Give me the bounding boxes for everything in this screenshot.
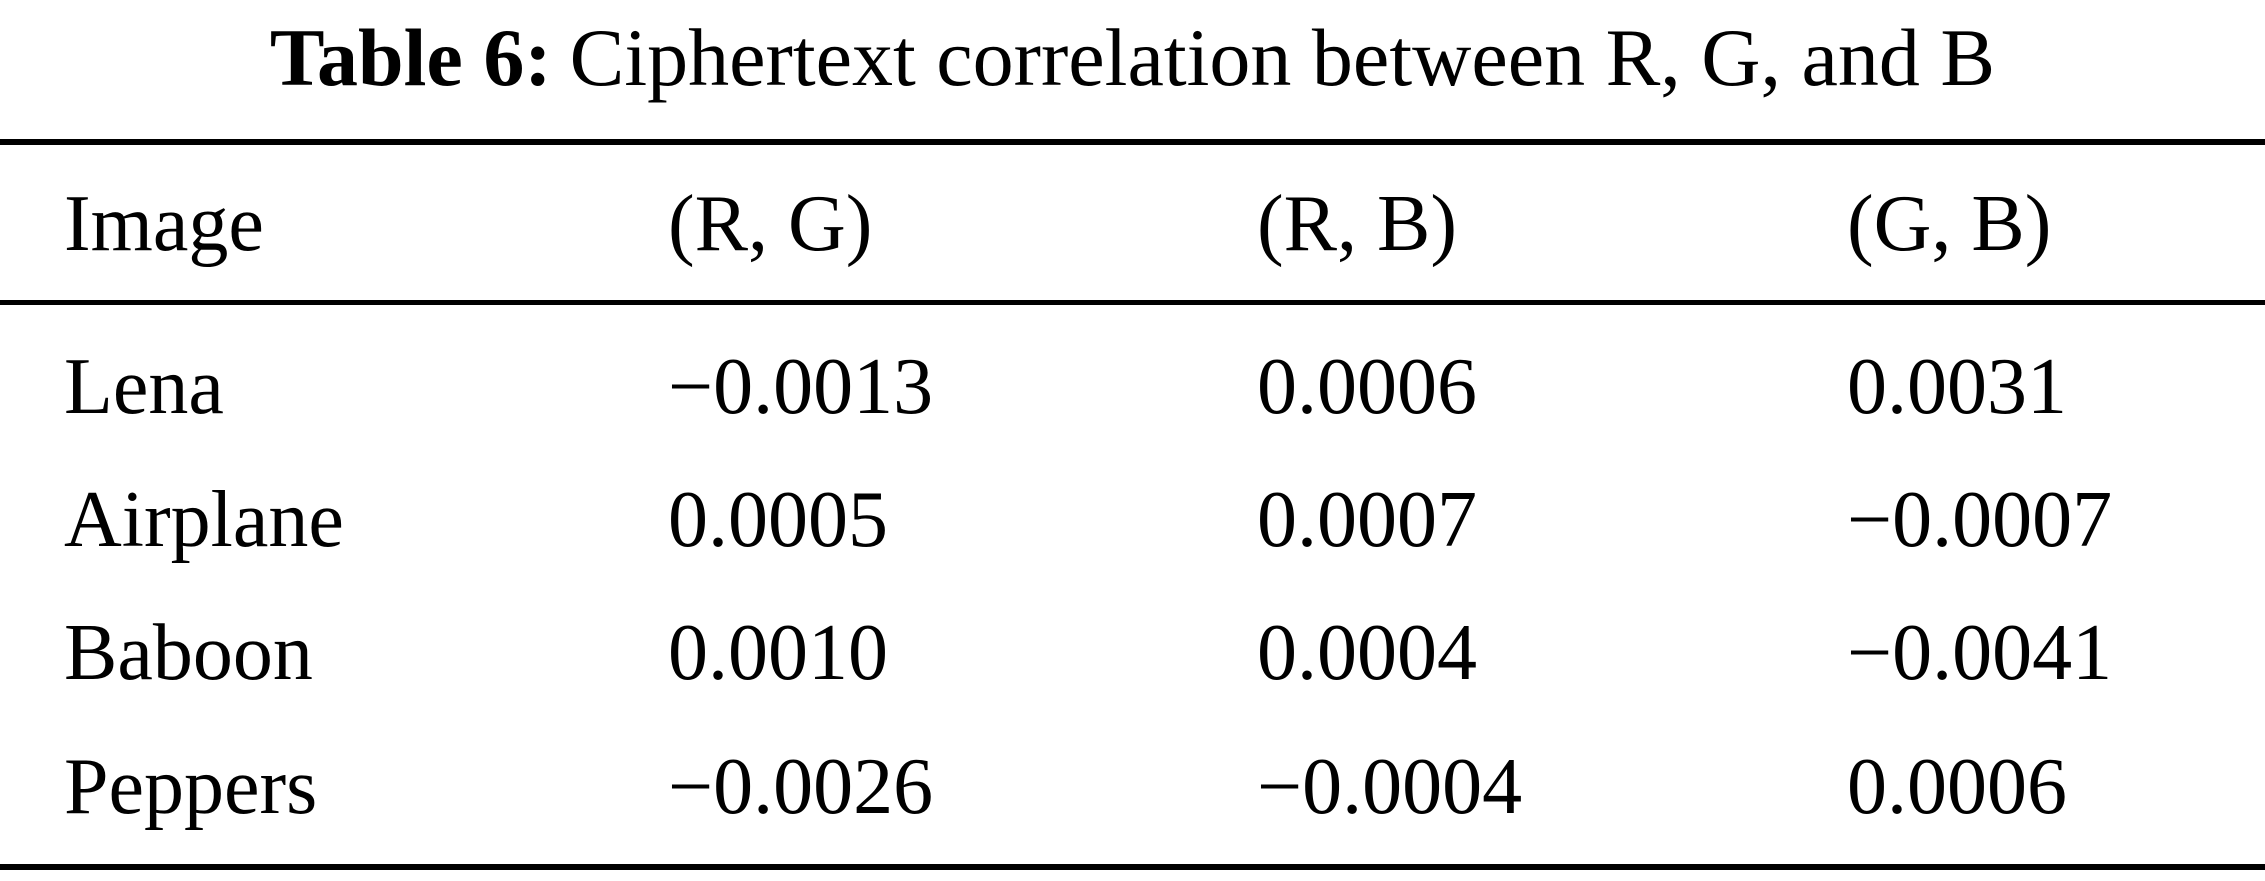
- caption-text: Ciphertext correlation between R, G, and…: [569, 12, 1996, 103]
- caption-label: Table 6:: [269, 12, 552, 103]
- table-cell: 0.0006: [1257, 343, 1477, 431]
- column-header: (R, G): [668, 180, 873, 268]
- table-caption: Table 6: Ciphertext correlation between R…: [0, 8, 2265, 108]
- column-header: (R, B): [1257, 180, 1457, 268]
- header-rule: [0, 300, 2265, 305]
- table-cell: 0.0005: [668, 476, 888, 564]
- table-cell: −0.0041: [1847, 609, 2113, 697]
- table-cell: 0.0004: [1257, 609, 1477, 697]
- table-cell: −0.0013: [668, 343, 934, 431]
- row-label: Lena: [64, 343, 224, 431]
- table-cell: 0.0031: [1847, 343, 2067, 431]
- top-rule: [0, 139, 2265, 145]
- table-cell: −0.0004: [1257, 743, 1523, 831]
- table-cell: 0.0010: [668, 609, 888, 697]
- row-label: Peppers: [64, 743, 318, 831]
- column-header: (G, B): [1847, 180, 2052, 268]
- table-cell: 0.0007: [1257, 476, 1477, 564]
- table-cell: −0.0007: [1847, 476, 2113, 564]
- bottom-rule: [0, 864, 2265, 870]
- row-label: Baboon: [64, 609, 313, 697]
- table-cell: 0.0006: [1847, 743, 2067, 831]
- row-label: Airplane: [64, 476, 344, 564]
- table-cell: −0.0026: [668, 743, 934, 831]
- column-header: Image: [64, 180, 264, 268]
